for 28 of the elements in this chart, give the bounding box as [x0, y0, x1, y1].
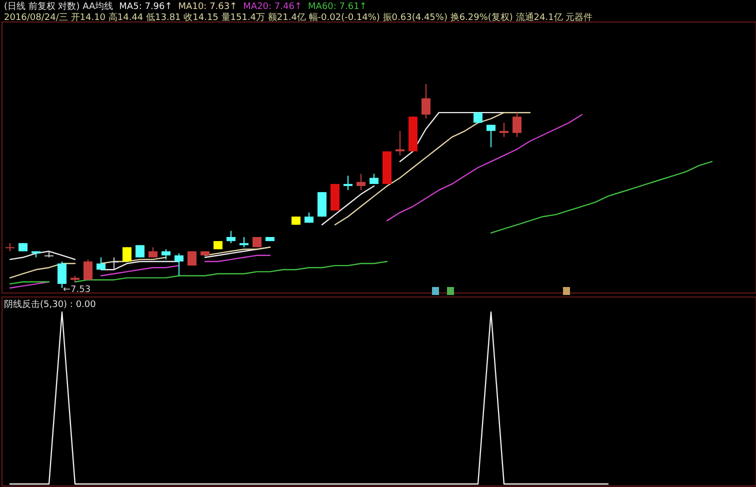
candlestick: [356, 173, 366, 191]
candlestick: [136, 244, 144, 258]
candlestick: [396, 130, 404, 156]
text: MA5: 7.96↑: [119, 2, 172, 12]
candlestick: [370, 173, 378, 184]
annotation: ←7.53: [63, 285, 91, 295]
text: MA60: 7.61↑: [308, 2, 367, 12]
candlestick: [84, 258, 92, 280]
chart-title: 阴线反击(5,30) : 0.00: [4, 299, 96, 310]
candlestick: [240, 236, 248, 248]
chart-subtitle: 2016/08/24/三 开14.10 高14.44 低13.81 收14.15 量151.4万 额21.4亿 幅-0.02(-0.14%) 振0.63(4.45%) 换6.29%(复权) 流通24.1亿 元器件: [4, 12, 593, 23]
candlestick: [122, 246, 132, 262]
chart-title: (日线 前复权 对数) AA均线: [4, 1, 114, 12]
candlestick: [226, 230, 236, 244]
candlestick: [500, 122, 508, 138]
candlestick: [162, 248, 170, 260]
text: MA10: 7.63↑: [178, 2, 238, 12]
candlestick: [474, 112, 482, 124]
candlestick: [174, 252, 184, 276]
candlestick: [486, 124, 496, 148]
text: MA20: 7.46↑: [243, 2, 302, 12]
candlestick: [6, 242, 14, 252]
candlestick: [110, 256, 118, 270]
candlestick: [512, 112, 522, 138]
candlestick: [422, 84, 430, 120]
candlestick: [148, 246, 158, 258]
candlestick: [96, 256, 106, 270]
candlestick: [344, 175, 352, 191]
